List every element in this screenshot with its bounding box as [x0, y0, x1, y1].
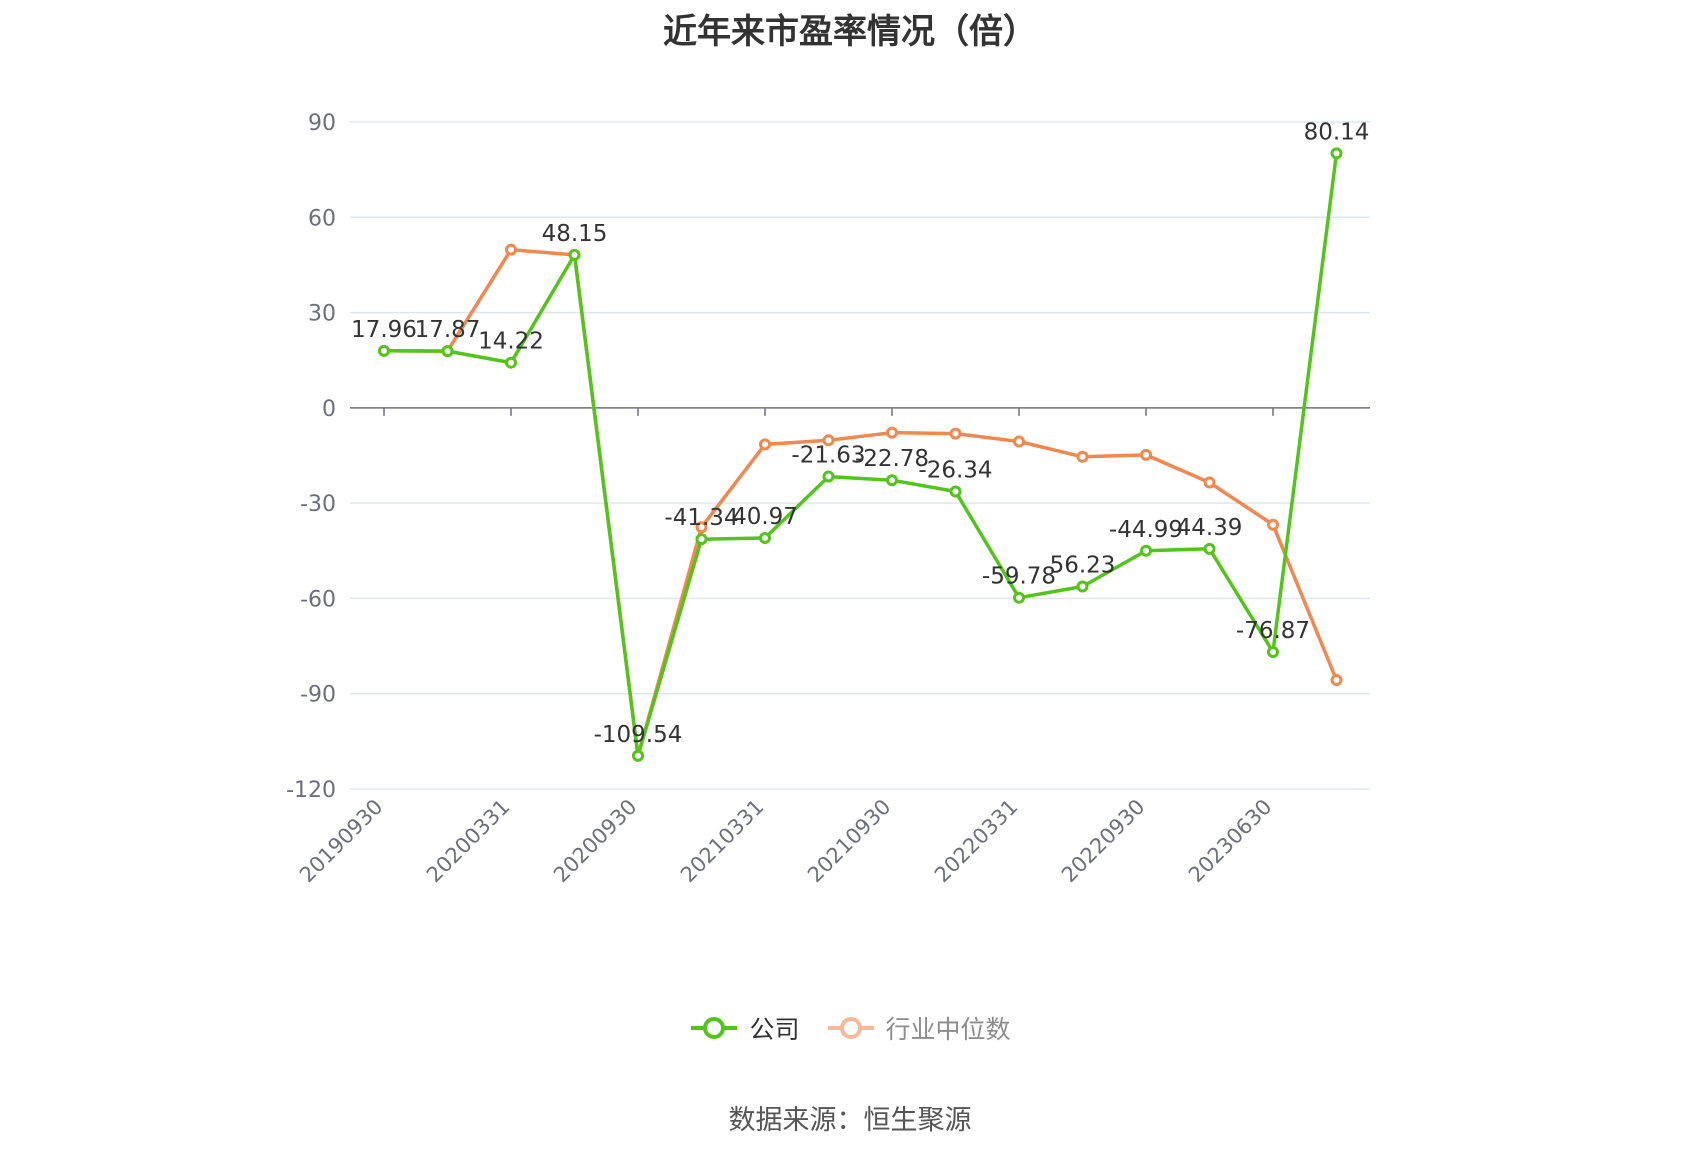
y-tick-label: 0	[322, 397, 336, 422]
x-tick-label: 20190930	[295, 795, 388, 888]
grid-lines	[350, 121, 1370, 790]
data-point-industry	[759, 438, 771, 451]
data-label: 80.14	[1304, 119, 1370, 145]
data-label: -76.87	[1236, 618, 1310, 644]
data-label: -41.34	[664, 505, 738, 531]
data-point-company	[505, 356, 517, 369]
data-point-industry	[1076, 450, 1089, 463]
legend-label-industry: 行业中位数	[885, 1015, 1011, 1044]
y-tick-label: 90	[308, 111, 336, 136]
y-tick-label: -60	[300, 587, 336, 612]
legend-item-industry[interactable]: 行业中位数	[826, 1010, 1011, 1046]
data-point-company	[1203, 542, 1216, 555]
legend-label-company: 公司	[749, 1015, 800, 1044]
data-point-company	[949, 485, 962, 498]
data-point-company	[886, 474, 898, 487]
data-point-company	[695, 533, 708, 546]
y-tick-label: -120	[286, 778, 336, 803]
data-point-industry	[1267, 518, 1279, 531]
data-point-industry	[886, 426, 898, 439]
data-point-industry	[1013, 435, 1025, 448]
data-point-company	[822, 470, 835, 483]
x-tick-label: 20210331	[676, 795, 769, 888]
data-point-company	[1330, 147, 1343, 160]
data-point-company	[759, 531, 771, 544]
y-tick-label: 60	[308, 206, 336, 231]
chart-title: 近年来市盈率情况（倍）	[663, 12, 1037, 52]
data-point-company	[1013, 591, 1025, 604]
x-tick-label: 20200331	[422, 795, 515, 888]
data-point-company	[1076, 580, 1089, 593]
x-tick-label: 20220331	[930, 795, 1023, 888]
y-tick-label: 30	[308, 302, 336, 327]
y-axis-ticks: 90 60 30 0 -30 -60 -90 -120	[286, 111, 336, 803]
data-point-industry	[695, 521, 708, 534]
legend-swatch-company	[691, 1017, 738, 1039]
data-point-industry	[822, 434, 835, 447]
data-label: -21.63	[791, 443, 865, 469]
data-point-industry	[1330, 674, 1343, 687]
x-tick-label: 20210930	[803, 795, 896, 888]
data-label: 44.39	[1177, 515, 1243, 541]
data-point-industry	[1203, 476, 1216, 489]
legend: 公司 行业中位数	[0, 1010, 1700, 1046]
data-point-industry	[505, 243, 517, 256]
data-point-company	[1140, 544, 1152, 557]
data-label: -44.99	[1109, 517, 1183, 543]
data-point-company	[568, 248, 581, 261]
series-line-industry	[383, 247, 1339, 758]
data-label: -59.78	[982, 564, 1056, 590]
x-tick-label: 20200930	[549, 795, 642, 888]
y-tick-label: -90	[300, 683, 336, 708]
data-point-company	[378, 344, 390, 357]
data-label: 17.87	[415, 317, 481, 343]
legend-swatch-industry	[827, 1017, 874, 1039]
data-point-company	[1267, 646, 1279, 659]
series-points	[378, 147, 1343, 762]
data-label: 40.97	[732, 504, 798, 530]
series-line-company	[383, 153, 1339, 758]
data-label: 56.23	[1050, 552, 1116, 578]
data-point-industry	[949, 427, 962, 440]
x-tick-label: 20230630	[1184, 795, 1277, 888]
x-tick-label: 20220930	[1057, 795, 1150, 888]
data-label: 48.15	[542, 221, 608, 247]
y-tick-label: -30	[300, 492, 336, 517]
legend-item-company[interactable]: 公司	[689, 1010, 800, 1046]
data-point-company	[632, 749, 644, 762]
data-point-company	[441, 345, 454, 358]
data-label: 14.22	[478, 329, 544, 355]
series-lines	[383, 153, 1339, 758]
line-chart: 90 60 30 0 -30 -60 -90 -120 20190930 20200331 202…	[286, 111, 1370, 888]
source-note: 数据来源：恒生聚源	[728, 1105, 972, 1136]
data-label: -22.78	[855, 446, 929, 472]
data-label: 17.96	[351, 317, 417, 343]
data-point-industry	[1140, 448, 1152, 461]
data-label: -109.54	[594, 722, 683, 748]
data-label: -26.34	[918, 458, 992, 484]
